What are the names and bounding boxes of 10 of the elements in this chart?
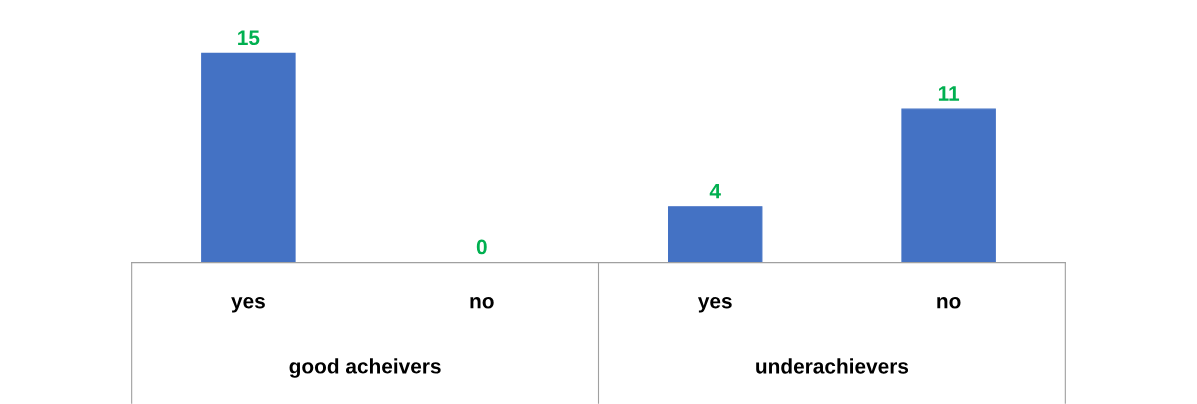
data-label: 15	[238, 30, 260, 46]
data-label: 0	[476, 239, 487, 255]
x-tick-label: yes	[697, 297, 732, 313]
data-label: 4	[709, 183, 721, 199]
data-label: 11	[938, 86, 960, 101]
text: underachievers	[756, 358, 909, 374]
x-tick-label: no	[937, 297, 961, 309]
x-tick-label: no	[470, 297, 494, 309]
text: good acheivers	[289, 358, 441, 378]
x-tick-label: yes	[231, 297, 265, 313]
